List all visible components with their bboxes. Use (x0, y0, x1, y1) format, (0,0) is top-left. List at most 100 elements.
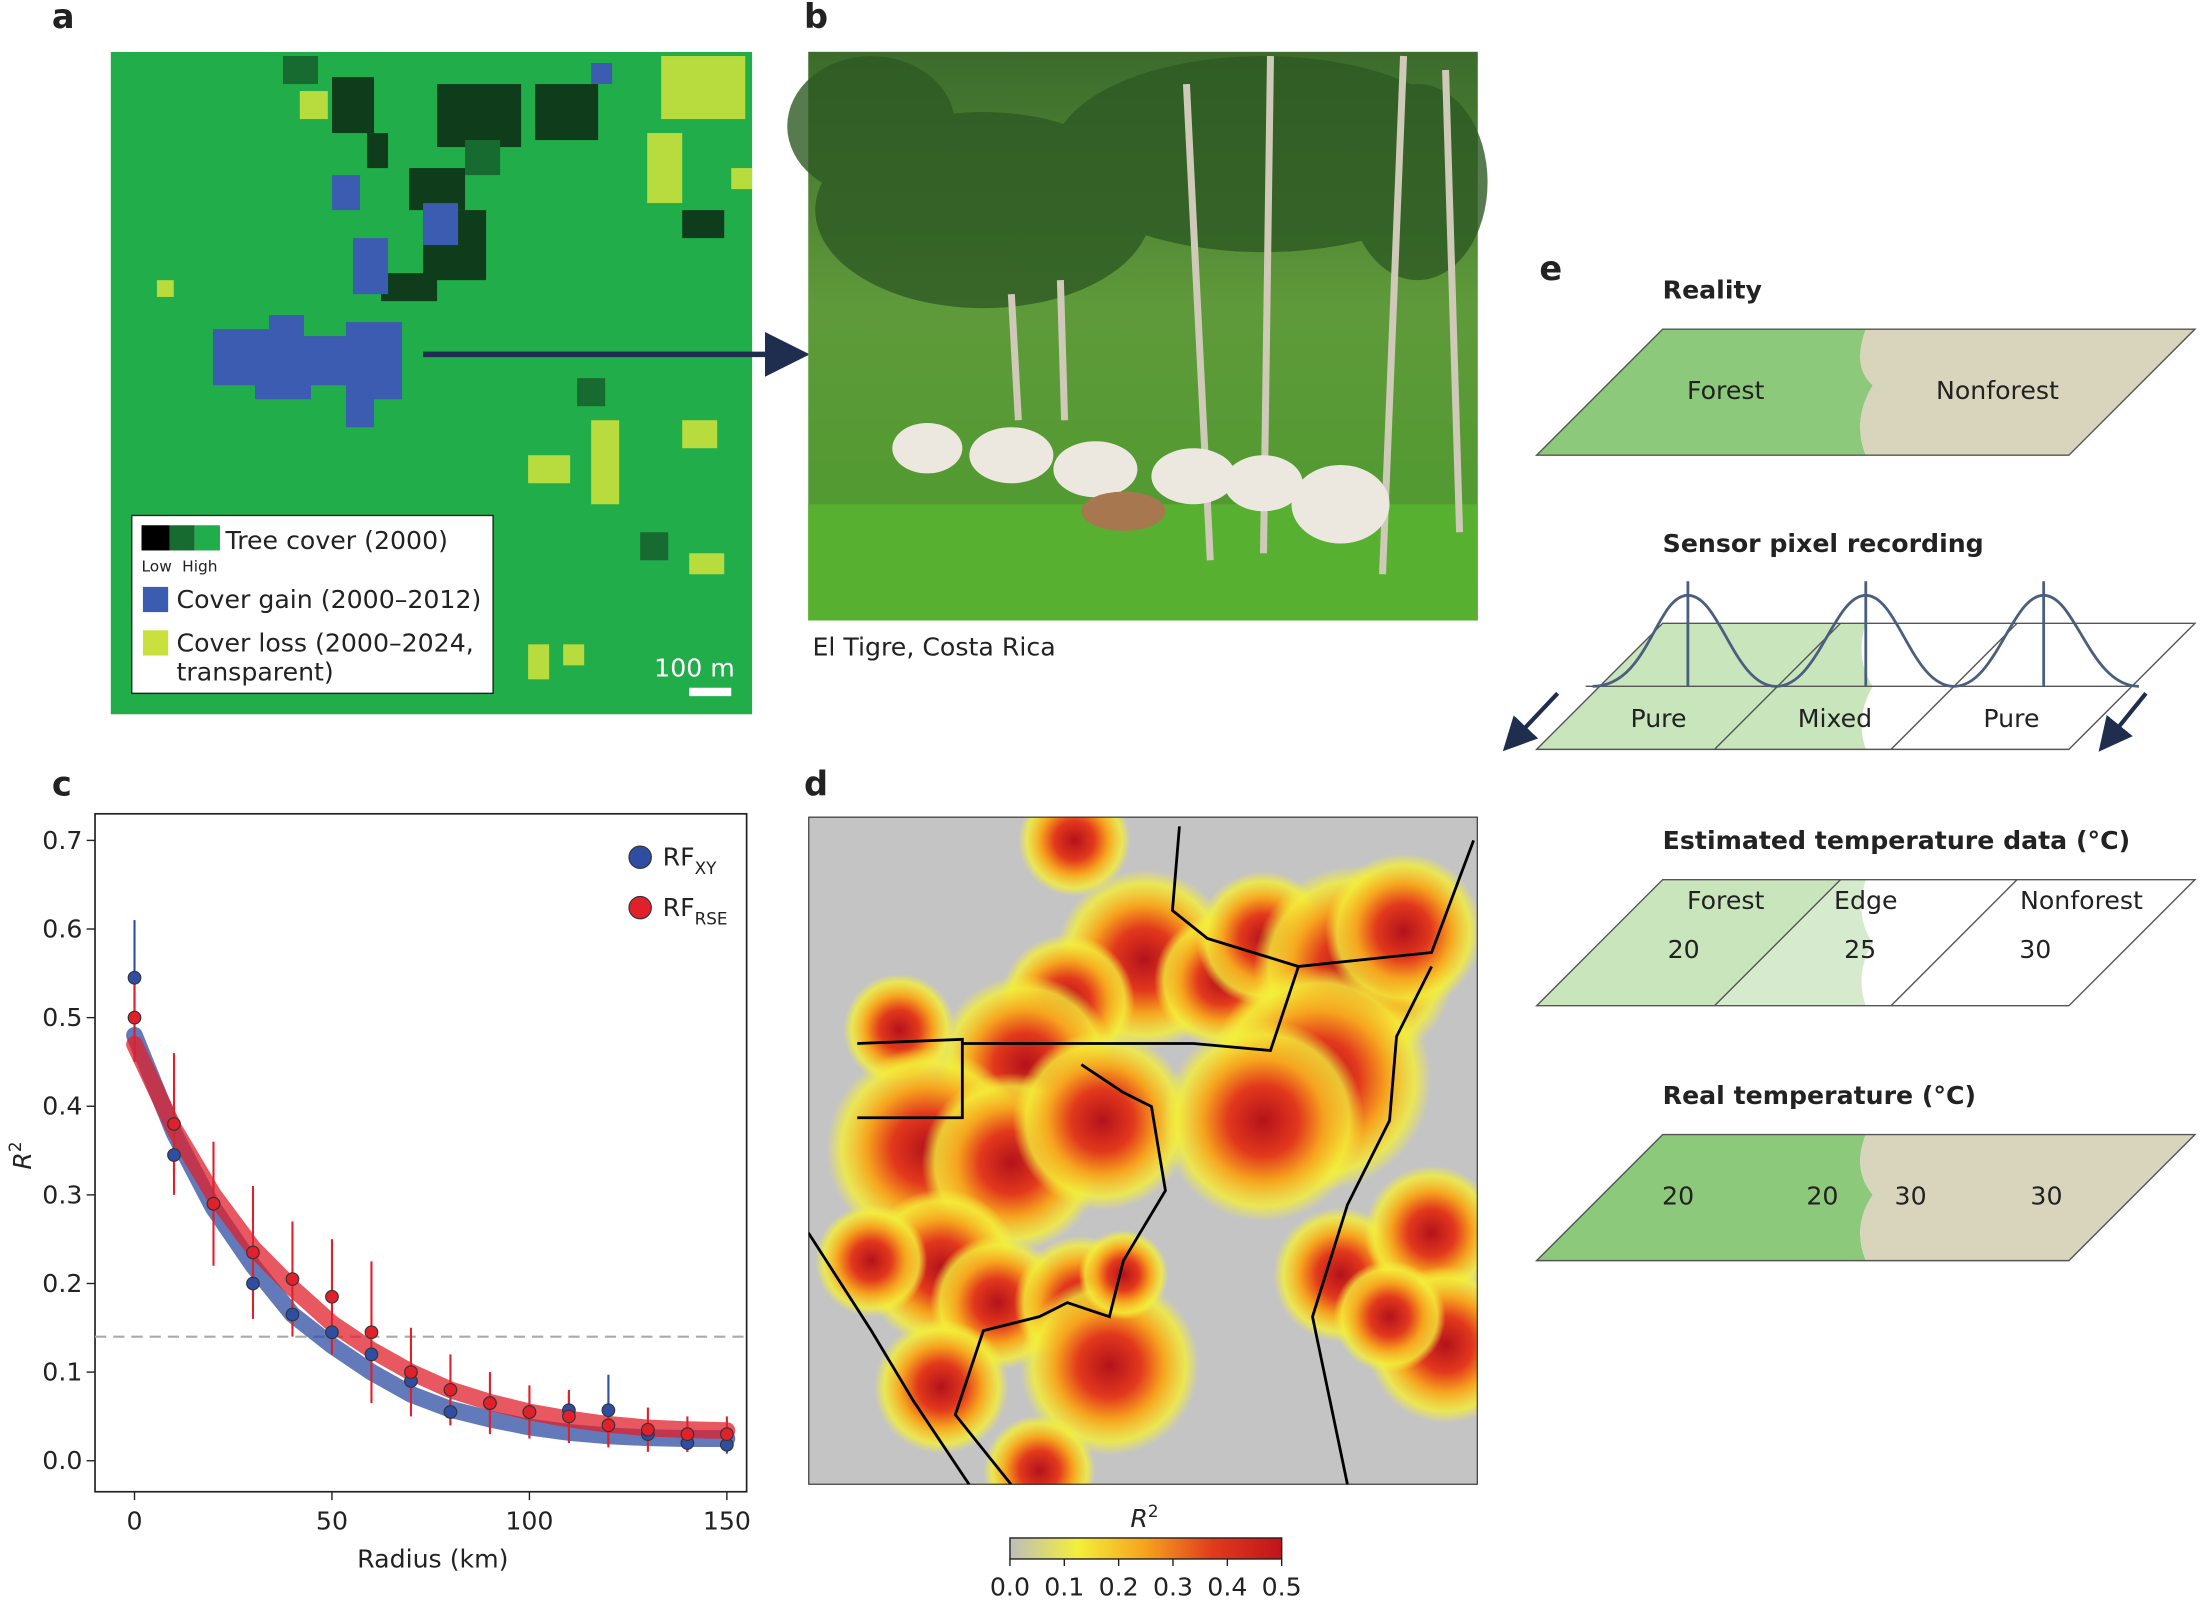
r2-map (808, 816, 1478, 1485)
temperature-value: 20 (1668, 935, 1700, 964)
scale-bar (689, 687, 732, 697)
map-hotspot (1012, 1030, 1193, 1211)
y-tick-label: 0.1 (42, 1358, 82, 1387)
diagram: Reality Forest Nonforest Sensor pixel re… (1502, 275, 2197, 1262)
colorbar-label-superscript: 2 (1148, 1501, 1159, 1521)
x-tick-label: 0 (126, 1507, 142, 1536)
chart: 0.00.10.20.30.40.50.60.70 50 100 150RFXYRFR… (42, 812, 751, 1536)
panel-label: e (1539, 249, 1562, 288)
data-point (641, 1422, 655, 1437)
legend-label: Cover loss (2000–2024, (177, 628, 474, 657)
colorbar-tick-label: 0.4 (1207, 1572, 1247, 1601)
y-tick-label: 0.4 (42, 1092, 82, 1121)
temperature-value: 20 (1662, 1182, 1694, 1211)
data-point (522, 1405, 537, 1419)
data-point (483, 1396, 497, 1410)
colorbar-tick-label: 0.0 (990, 1572, 1030, 1601)
diagram-title: Reality (1663, 275, 1762, 304)
panel-label: b (804, 0, 828, 36)
legend-label: Tree cover (2000) (225, 526, 448, 555)
data-point (206, 1196, 221, 1211)
x-axis-label: Radius (km) (357, 1544, 508, 1573)
legend-label: transparent) (177, 658, 334, 687)
diagram-title: Sensor pixel recording (1663, 529, 1984, 558)
legend-label: Low (142, 557, 172, 575)
photo (787, 51, 1488, 621)
legend-label-subscript: XY (695, 858, 718, 878)
y-tick-label: 0.7 (42, 826, 82, 855)
legend-label: High (182, 557, 217, 575)
pixel-label: Pure (1630, 704, 1686, 733)
map-hotspot (1018, 816, 1131, 897)
y-tick-label: 0.3 (42, 1180, 82, 1209)
data-point (443, 1382, 458, 1397)
data-point (443, 1405, 458, 1419)
legend-label: RFXY (663, 843, 718, 878)
x-tick-label: 100 (505, 1507, 553, 1536)
y-axis-label: R2 (5, 1141, 37, 1169)
data-point (325, 1289, 339, 1304)
colorbar-tick-label: 0.2 (1099, 1572, 1139, 1601)
data-point (601, 1403, 616, 1418)
colorbar-tick-label: 0.5 (1262, 1572, 1302, 1601)
panel-label: d (804, 765, 828, 804)
photo-caption: El Tigre, Costa Rica (812, 633, 1055, 662)
x-tick-label: 50 (316, 1507, 348, 1536)
plot-frame (94, 812, 748, 1493)
legend-label: Cover gain (2000–2012) (177, 585, 482, 614)
zone-label: Forest (1687, 376, 1764, 405)
map-hotspot (1078, 1229, 1169, 1320)
zone-label: Nonforest (2020, 886, 2143, 915)
map-hotspot (874, 1319, 1009, 1454)
zone-label: Edge (1834, 886, 1897, 915)
map-hotspot (983, 1414, 1096, 1485)
data-point (285, 1307, 300, 1322)
temperature-value: 30 (1895, 1182, 1927, 1211)
map-hotspot (815, 1204, 928, 1317)
temperature-value: 30 (2019, 935, 2051, 964)
colorbar-tick-label: 0.1 (1044, 1572, 1084, 1601)
data-point (404, 1365, 418, 1379)
data-point (246, 1276, 260, 1291)
temperature-value: 25 (1844, 935, 1876, 964)
legend-label: RF (663, 843, 695, 872)
pixel-label: Mixed (1798, 704, 1872, 733)
data-point (601, 1418, 616, 1433)
pixel-label: Pure (1983, 704, 2039, 733)
diagram-title: Real temperature (°C) (1663, 1081, 1976, 1110)
panel-label: a (52, 0, 75, 36)
data-point (364, 1347, 379, 1362)
data-point (127, 1010, 142, 1025)
fit-curve (126, 1026, 736, 1447)
diagram-title: Estimated temperature data (°C) (1663, 826, 2130, 855)
data-point (680, 1427, 695, 1442)
legend-label: RF (663, 893, 695, 922)
colorbar-bar (1009, 1537, 1283, 1560)
fit-curve (126, 1035, 736, 1440)
panel-label: c (52, 765, 72, 804)
zone-label: Nonforest (1936, 376, 2059, 405)
y-tick-label: 0.5 (42, 1003, 82, 1032)
y-tick-label: 0.6 (42, 914, 82, 943)
legend-label-subscript: RSE (695, 908, 728, 928)
legend-marker (628, 895, 652, 920)
y-axis-label: R (8, 1152, 37, 1170)
colorbar-label: R (1130, 1504, 1148, 1533)
y-tick-label: 0.2 (42, 1269, 82, 1298)
data-point (364, 1325, 379, 1340)
scale-bar-label: 100 m (654, 654, 735, 683)
colorbar: 0.0 0.1 0.2 0.3 0.4 0.5 (990, 1537, 1302, 1601)
data-point (167, 1148, 181, 1162)
data-point (720, 1427, 734, 1442)
legend-marker (628, 845, 652, 869)
map-legend: Tree cover (2000) Low High Cover gain (2… (131, 514, 494, 695)
data-point (127, 970, 142, 985)
zone-label: Forest (1687, 886, 1764, 915)
temperature-value: 30 (2030, 1182, 2062, 1211)
colorbar-label: R2 (1130, 1501, 1158, 1533)
data-point (325, 1325, 339, 1340)
map-hotspot (1019, 1276, 1200, 1456)
data-point (285, 1272, 300, 1286)
data-point (167, 1117, 181, 1131)
